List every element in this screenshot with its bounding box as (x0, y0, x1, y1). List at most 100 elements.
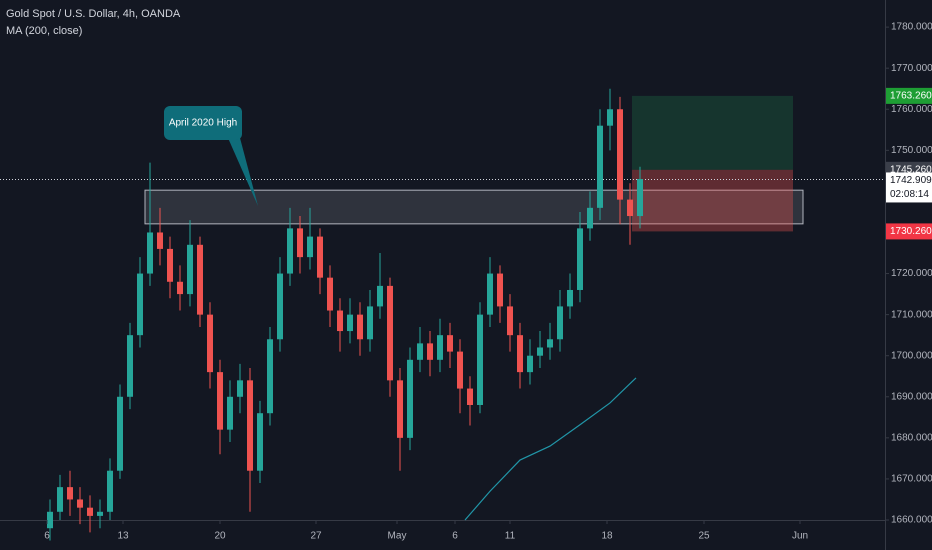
candle-body (617, 109, 623, 200)
candle-body (77, 499, 83, 508)
candle-body (337, 310, 343, 332)
candle-body (447, 335, 453, 352)
candle-body (277, 273, 283, 340)
candle-body (367, 306, 373, 340)
annotation-text: April 2020 High (169, 118, 237, 129)
candle-body (267, 339, 273, 414)
candle-body (147, 232, 153, 274)
x-tick-label: 18 (601, 531, 613, 542)
x-tick-label: 11 (505, 531, 516, 542)
candle-body (397, 380, 403, 438)
chart-title: Gold Spot / U.S. Dollar, 4h, OANDA (6, 8, 181, 20)
stop-label-bg (886, 223, 932, 240)
candle-body (327, 277, 333, 311)
candle-body (257, 413, 263, 471)
candle-body (607, 109, 613, 126)
candle-body (207, 314, 213, 373)
candles-layer (47, 88, 643, 541)
candle-body (537, 347, 543, 356)
candle-body (177, 281, 183, 295)
candle-body (477, 314, 483, 405)
candle-body (187, 244, 193, 295)
entry-label: 1745.260 (890, 164, 932, 175)
callout-box (164, 106, 242, 140)
y-tick-label: 1670.000 (891, 474, 932, 485)
x-tick-label: May (388, 531, 407, 542)
y-tick-label: 1690.000 (891, 391, 932, 402)
candle-body (197, 244, 203, 315)
candle-body (157, 232, 163, 249)
x-tick-label: 6 (44, 531, 50, 542)
candle-body (307, 236, 313, 258)
candle-body (107, 470, 113, 512)
candle-body (67, 487, 73, 500)
candle-body (357, 314, 363, 340)
candle-body (127, 335, 133, 397)
x-tick-label: 6 (452, 531, 458, 542)
indicator-legend: MA (200, close) (6, 25, 82, 37)
y-tick-label: 1760.000 (891, 104, 932, 115)
candle-body (497, 273, 503, 307)
y-tick-label: 1710.000 (891, 309, 932, 320)
candle-body (437, 335, 443, 360)
annotation-callout: April 2020 High (164, 106, 258, 206)
candle-body (407, 359, 413, 438)
candle-body (637, 179, 643, 217)
y-tick-label: 1700.000 (891, 350, 932, 361)
candle-body (97, 511, 103, 516)
candle-body (587, 207, 593, 229)
candle-body (467, 388, 473, 405)
candle-body (457, 351, 463, 389)
candle-body (507, 306, 513, 336)
candle-body (387, 285, 393, 381)
candle-body (597, 125, 603, 208)
candle-body (167, 248, 173, 282)
y-tick-label: 1680.000 (891, 432, 932, 443)
x-tick-label: 20 (214, 531, 226, 542)
moving-average (464, 377, 637, 521)
x-tick-label: 25 (698, 531, 710, 542)
candle-body (417, 343, 423, 360)
candle-body (117, 396, 123, 471)
last-price-bg (886, 172, 932, 203)
y-tick-label: 1770.000 (891, 63, 932, 74)
candle-body (47, 511, 53, 529)
candle-body (377, 285, 383, 307)
x-tick-label: 27 (310, 531, 322, 542)
y-tick-label: 1750.000 (891, 145, 932, 156)
last-price-label: 1742.909 (890, 175, 932, 186)
profit-zone (632, 95, 793, 170)
loss-zone (632, 169, 793, 232)
stop-label: 1730.260 (890, 226, 932, 237)
front-layer: 1763.260 1745.260 1730.260 1742.909 02:08:14 (886, 87, 932, 240)
candle-body (57, 487, 63, 512)
candle-body (567, 289, 573, 307)
candle-body (217, 372, 223, 430)
target-label: 1763.260 (890, 91, 932, 102)
candle-body (247, 380, 253, 471)
countdown-label: 02:08:14 (890, 189, 929, 200)
x-tick-label: Jun (792, 531, 808, 542)
candle-body (487, 273, 493, 315)
target-label-bg (886, 87, 932, 104)
candle-body (427, 343, 433, 360)
candle-body (577, 228, 583, 290)
x-tick-label: 13 (117, 531, 129, 542)
candle-body (347, 314, 353, 332)
y-tick-label: 1720.000 (891, 268, 932, 279)
candle-body (527, 355, 533, 373)
candle-body (87, 507, 93, 516)
candle-body (317, 236, 323, 278)
candle-body (517, 335, 523, 373)
candle-body (287, 228, 293, 274)
candle-body (547, 339, 553, 348)
candle-body (627, 199, 633, 217)
candle-body (227, 396, 233, 430)
callout-pointer (228, 138, 258, 206)
candle-body (297, 228, 303, 258)
y-tick-label: 1780.000 (891, 22, 932, 33)
y-tick-label: 1660.000 (891, 515, 932, 526)
candle-body (557, 306, 563, 340)
